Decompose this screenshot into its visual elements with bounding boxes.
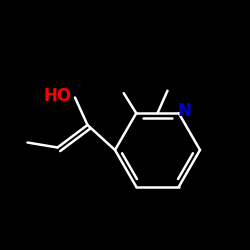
Text: HO: HO	[44, 87, 72, 105]
Text: N: N	[177, 102, 191, 120]
